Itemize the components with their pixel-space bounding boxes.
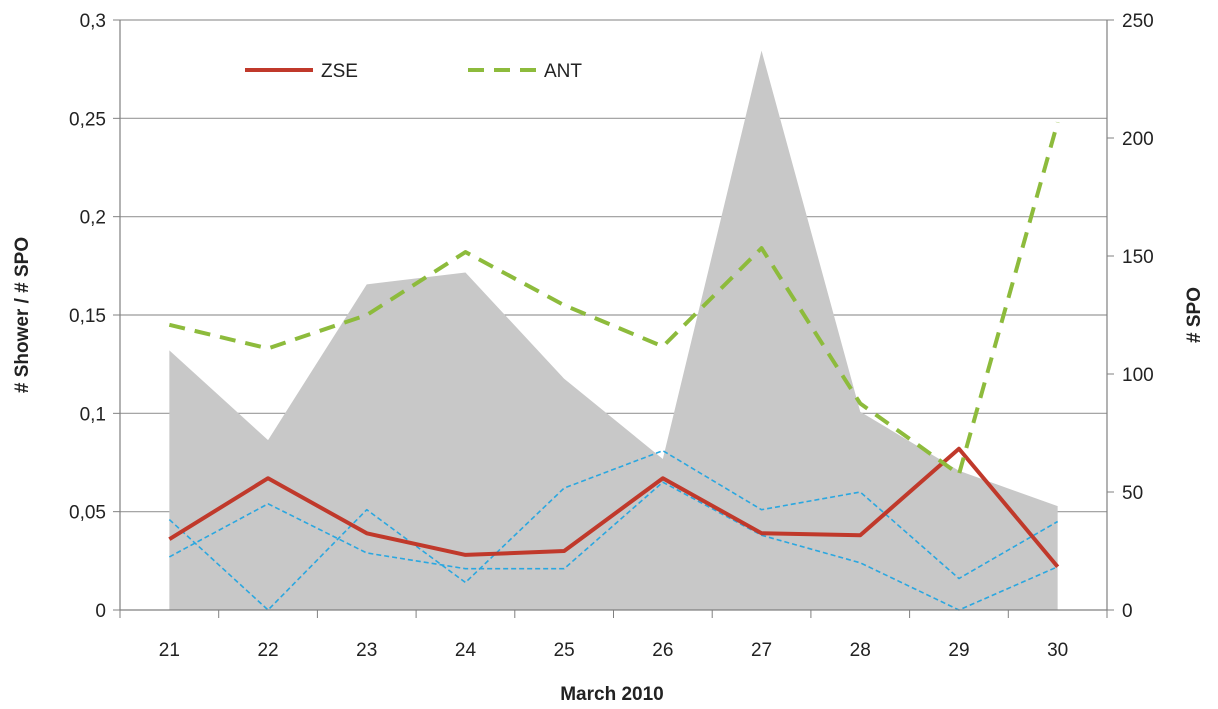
spo-area-shape [169,50,1058,611]
x-tick-label: 25 [554,640,575,661]
right-y-tick-label: 0 [1122,601,1133,622]
right-y-axis-title: # SPO [1184,287,1205,343]
x-tick-label: 28 [850,640,871,661]
series-lines [168,121,1060,569]
x-tick-label: 22 [257,640,278,661]
right-y-tick-label: 250 [1122,11,1154,32]
axes: 0 0,05 0,1 0,15 0,2 0,25 0,3 0 50 100 150 200 250 21 2… [69,11,1154,661]
left-y-tick-label: 0,1 [80,404,106,425]
spo-area [169,50,1058,611]
x-tick-label: 24 [455,640,477,661]
left-y-tick-label: 0,2 [80,208,106,229]
left-y-axis-title: # Shower / # SPO [12,237,33,393]
left-y-tick-label: 0,15 [69,306,106,327]
left-y-tick-label: 0,25 [69,109,106,130]
x-tick-label: 23 [356,640,377,661]
x-tick-label: 21 [159,640,180,661]
legend-label-ant: ANT [544,61,582,82]
bound-lines [168,449,1059,611]
bound-line-1 [168,449,1059,611]
right-y-tick-label: 50 [1122,483,1143,504]
x-tick-label: 27 [751,640,772,661]
series-line-zse [168,446,1060,569]
legend: ZSE ANT [245,61,582,82]
x-axis-title: March 2010 [560,684,664,705]
left-y-tick-label: 0,3 [80,11,106,32]
x-tick-label: 26 [652,640,673,661]
x-tick-label: 30 [1047,640,1068,661]
right-y-tick-label: 200 [1122,129,1154,150]
legend-label-zse: ZSE [321,61,358,82]
series-line-ant [168,121,1060,477]
right-y-tick-label: 150 [1122,247,1154,268]
right-y-tick-label: 100 [1122,365,1154,386]
left-y-tick-label: 0 [95,601,106,622]
x-tick-label: 29 [948,640,969,661]
left-y-tick-label: 0,05 [69,503,106,524]
